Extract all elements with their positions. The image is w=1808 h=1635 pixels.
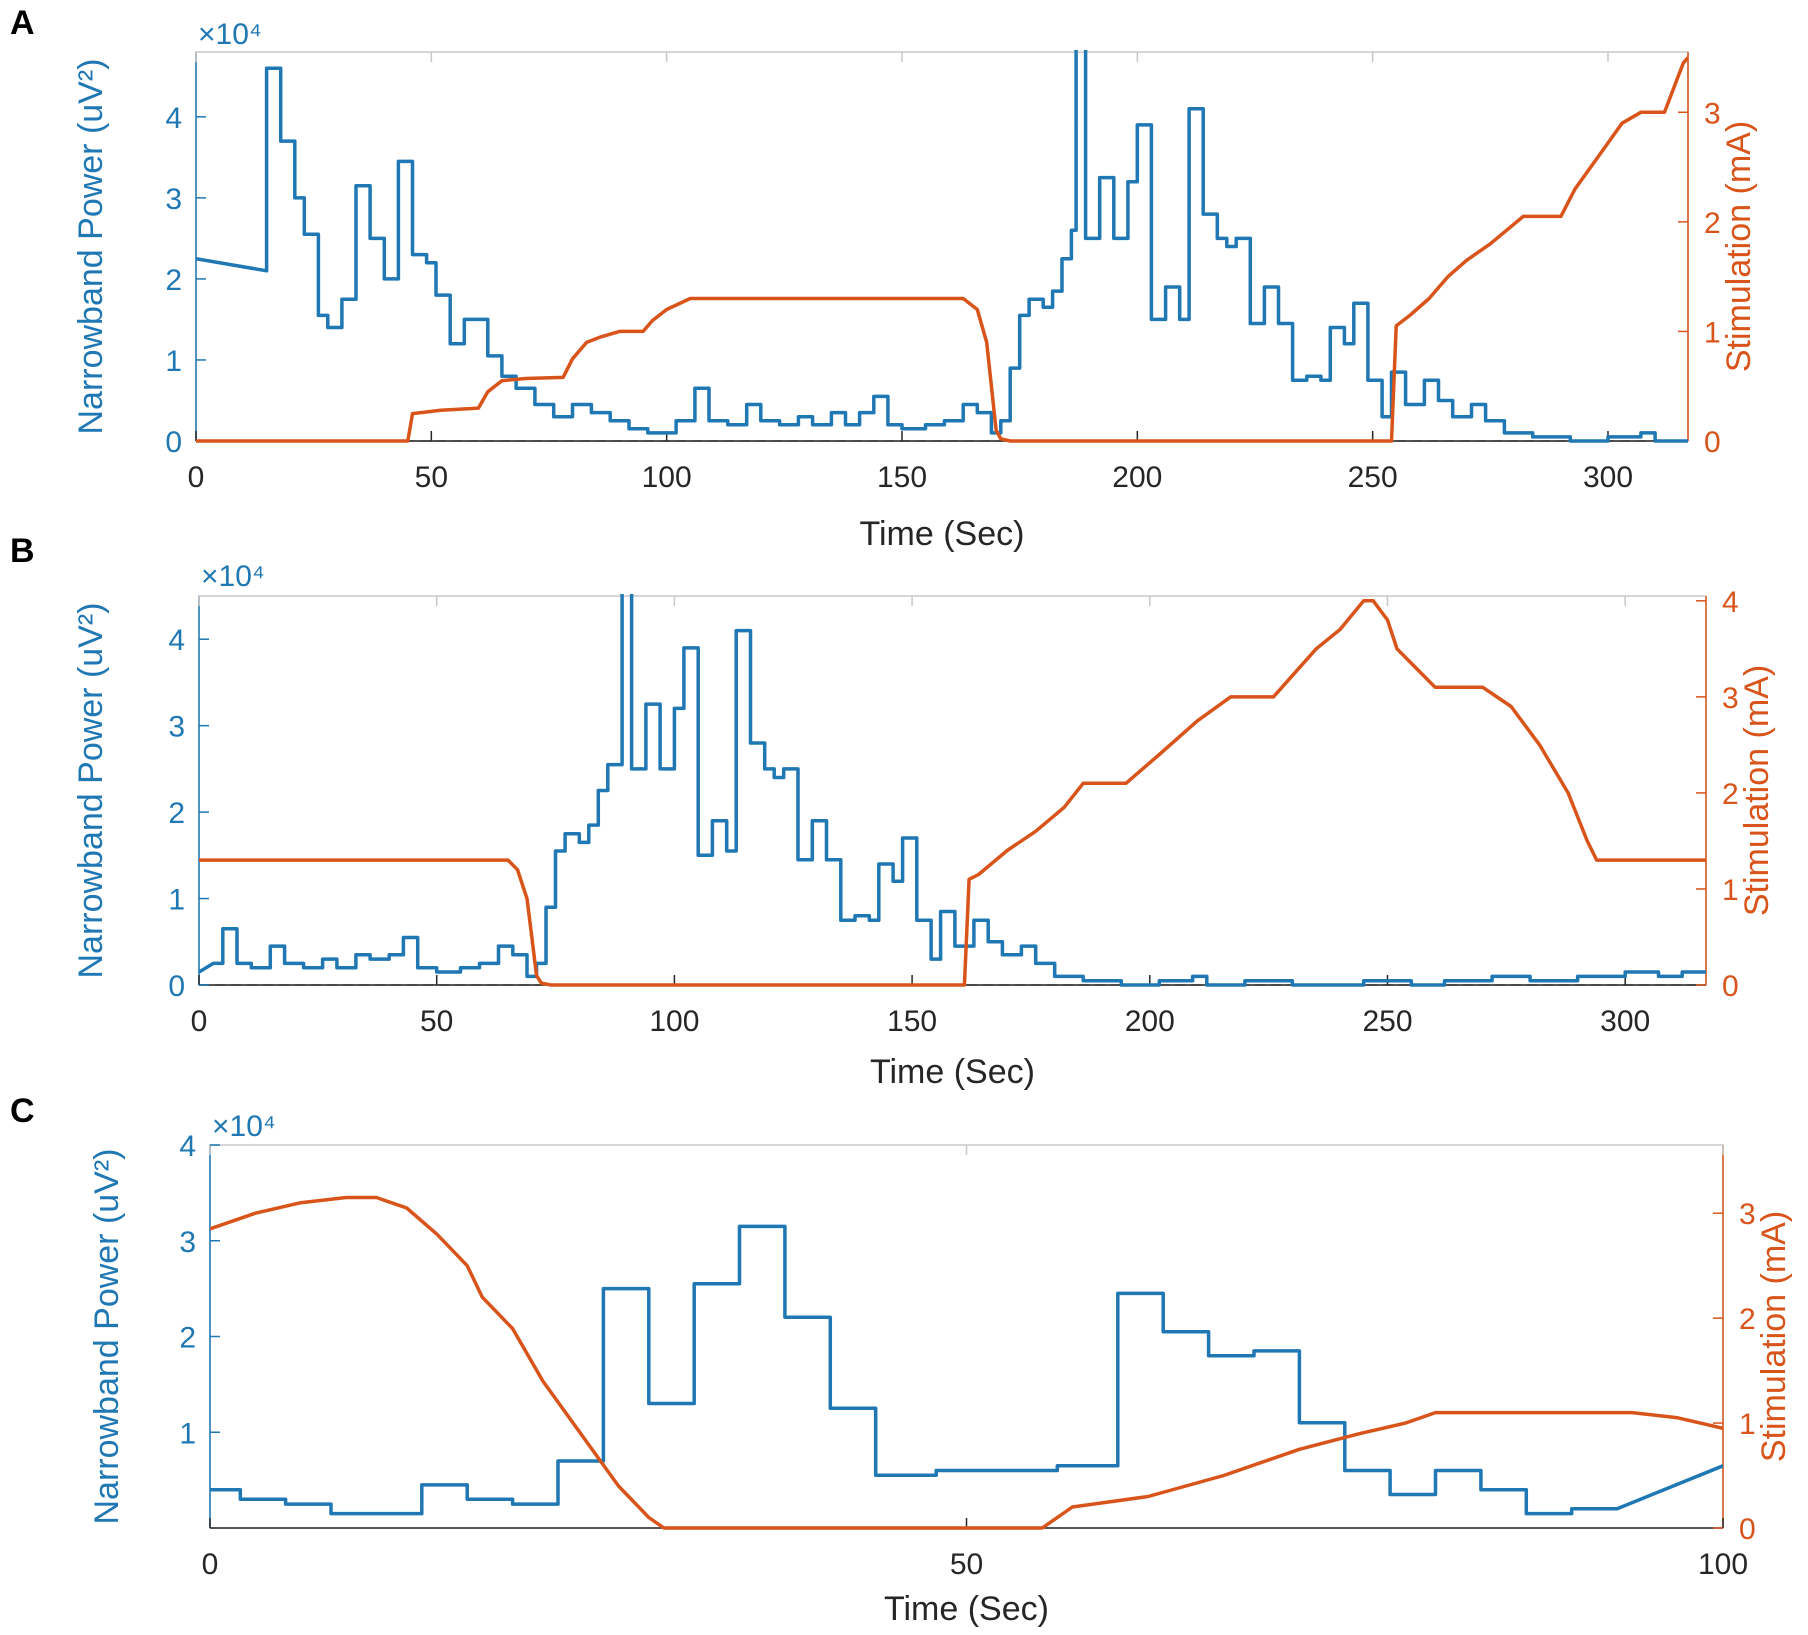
x-tick-label: 250 xyxy=(1362,1005,1412,1038)
plot-frame xyxy=(195,51,1689,442)
y-right-tick-label: 0 xyxy=(1739,1513,1756,1546)
y-left-tick-label: 1 xyxy=(165,345,182,378)
y-right-tick-label: 3 xyxy=(1739,1198,1756,1231)
exponent-label: ×10⁴ xyxy=(198,18,262,51)
panel-b-letter: B xyxy=(10,532,35,570)
y-right-tick-label: 2 xyxy=(1739,1303,1756,1336)
y-left-tick-label: 1 xyxy=(179,1417,196,1450)
x-tick-label: 200 xyxy=(1125,1005,1175,1038)
panel-c-letter: C xyxy=(10,1092,35,1130)
panel-c-plot: 0 50 100 1 2 3 4 0 1 2 3 ×10⁴ Time (Sec) Narrowband P… xyxy=(88,1110,1793,1628)
y-right-tick-label: 1 xyxy=(1739,1408,1756,1441)
y-left-tick-label: 1 xyxy=(168,884,185,917)
y-right-tick-label: 0 xyxy=(1722,970,1739,1003)
y-right-tick-label: 4 xyxy=(1722,586,1739,619)
y-left-axis-title: Narrowband Power (uV²) xyxy=(72,602,110,978)
y-left-tick-label: 3 xyxy=(179,1226,196,1259)
power-series-line xyxy=(210,1224,1723,1516)
x-tick-label: 100 xyxy=(649,1005,699,1038)
plot-frame xyxy=(198,595,1707,986)
power-series-line xyxy=(199,594,1706,987)
x-axis-title: Time (Sec) xyxy=(884,1590,1049,1628)
y-left-tick-label: 3 xyxy=(168,711,185,744)
panel-a-letter: A xyxy=(10,4,35,42)
y-right-tick-label: 3 xyxy=(1722,682,1739,715)
x-tick-label: 0 xyxy=(202,1548,219,1581)
y-right-axis-title: Stimulation (mA) xyxy=(1755,1211,1793,1462)
x-tick-label: 50 xyxy=(420,1005,453,1038)
y-right-tick-label: 1 xyxy=(1722,874,1739,907)
x-tick-label: 100 xyxy=(1698,1548,1748,1581)
panel-c: C 0 50 100 1 2 3 4 0 1 2 3 ×10⁴ Time (Sec) Narrowband… xyxy=(10,1092,1793,1628)
y-right-axis-title: Stimulation (mA) xyxy=(1738,665,1776,916)
y-right-tick-label: 0 xyxy=(1704,426,1721,459)
y-left-axis-title: Narrowband Power (uV²) xyxy=(72,58,110,434)
y-left-tick-label: 0 xyxy=(168,970,185,1003)
y-left-tick-label: 2 xyxy=(165,264,182,297)
y-left-tick-label: 4 xyxy=(179,1130,196,1163)
panel-a-plot: 0 50 100 150 200 250 300 0 1 2 3 4 0 1 2 3 ×10⁴ Time (Sec… xyxy=(72,18,1758,553)
x-axis-title: Time (Sec) xyxy=(870,1053,1035,1091)
x-tick-label: 50 xyxy=(950,1548,983,1581)
x-tick-label: 0 xyxy=(191,1005,208,1038)
x-tick-label: 150 xyxy=(877,461,927,494)
y-right-tick-label: 1 xyxy=(1704,316,1721,349)
y-left-tick-label: 3 xyxy=(165,183,182,216)
y-left-tick-label: 4 xyxy=(165,102,182,135)
y-left-tick-label: 4 xyxy=(168,624,185,657)
exponent-label: ×10⁴ xyxy=(212,1110,276,1143)
stimulation-series-line xyxy=(199,599,1706,987)
stimulation-series-line xyxy=(210,1195,1723,1530)
y-left-tick-label: 2 xyxy=(179,1322,196,1355)
stimulation-series-line xyxy=(196,56,1688,443)
panel-b-plot: 0 50 100 150 200 250 300 0 1 2 3 4 0 1 2 3 4 ×10⁴ Time (Se… xyxy=(72,560,1776,1091)
exponent-label: ×10⁴ xyxy=(201,560,265,593)
power-series-line xyxy=(196,50,1688,443)
x-tick-label: 300 xyxy=(1600,1005,1650,1038)
x-tick-label: 300 xyxy=(1583,461,1633,494)
y-right-tick-label: 2 xyxy=(1722,778,1739,811)
panel-b: B 0 50 100 150 200 250 300 0 1 2 3 4 0 1 2 3 4 ×10⁴ Time (… xyxy=(10,532,1776,1091)
y-right-tick-label: 3 xyxy=(1704,97,1721,130)
x-tick-label: 50 xyxy=(415,461,448,494)
y-left-tick-label: 0 xyxy=(165,426,182,459)
y-left-tick-label: 2 xyxy=(168,797,185,830)
x-tick-label: 0 xyxy=(188,461,205,494)
x-tick-label: 150 xyxy=(887,1005,937,1038)
panel-a: A 0 50 100 150 200 250 300 0 1 2 3 4 0 1 2 3 ×10⁴ Time (S… xyxy=(10,4,1758,553)
y-right-axis-title: Stimulation (mA) xyxy=(1720,121,1758,372)
x-tick-label: 200 xyxy=(1112,461,1162,494)
x-tick-label: 100 xyxy=(642,461,692,494)
x-axis-title: Time (Sec) xyxy=(860,515,1025,553)
x-tick-label: 250 xyxy=(1348,461,1398,494)
y-right-tick-label: 2 xyxy=(1704,207,1721,240)
y-left-axis-title: Narrowband Power (uV²) xyxy=(88,1148,126,1524)
